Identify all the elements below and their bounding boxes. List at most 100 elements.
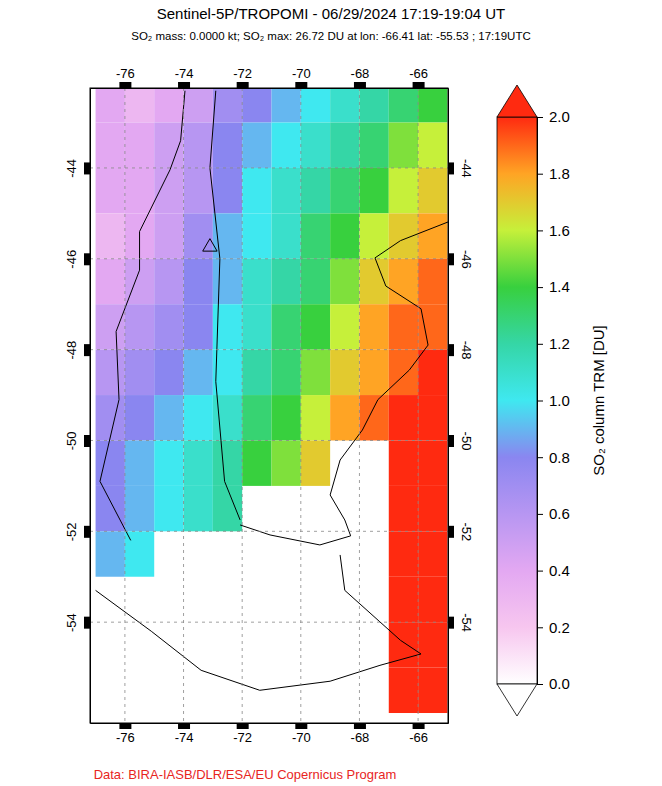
so2-cell <box>330 213 359 258</box>
tick-label: -52 <box>459 522 474 541</box>
tick: -74 <box>175 723 194 745</box>
so2-cell <box>389 668 418 713</box>
so2-cell <box>125 395 154 440</box>
tick-mark <box>537 174 543 175</box>
so2-cell <box>418 668 447 713</box>
so2-cell <box>213 259 242 304</box>
so2-cell <box>330 259 359 304</box>
tick-mark <box>448 253 454 265</box>
colorbar-extend-high <box>497 85 537 117</box>
axis-line <box>90 89 91 724</box>
so2-cell <box>301 440 330 485</box>
so2-cell <box>418 622 447 667</box>
tick-mark <box>537 514 543 515</box>
so2-cell <box>389 531 418 576</box>
tick: 0.8 <box>537 449 570 466</box>
coastline <box>100 91 185 541</box>
so2-cell <box>154 486 183 531</box>
tick-label: -66 <box>409 730 428 745</box>
so2-cell <box>301 168 330 213</box>
so2-cell <box>184 88 213 123</box>
tick-mark <box>537 287 543 288</box>
so2-cell <box>242 259 271 304</box>
so2-cell <box>389 304 418 349</box>
so2-cell <box>301 395 330 440</box>
so2-cell <box>125 88 154 123</box>
volcano-marker <box>203 239 217 251</box>
tick-mark <box>537 344 543 345</box>
so2-cell <box>271 123 300 168</box>
so2-cell <box>184 259 213 304</box>
so2-cell <box>154 213 183 258</box>
so2-cell <box>389 213 418 258</box>
tick-label: 0.8 <box>549 449 570 466</box>
tick-label: -44 <box>64 159 79 178</box>
so2-cell <box>213 350 242 395</box>
tick-mark <box>178 723 190 729</box>
grid-line <box>90 622 448 623</box>
so2-cell <box>125 123 154 168</box>
so2-cell <box>359 395 388 440</box>
tick-label: -74 <box>175 730 194 745</box>
grid-line <box>90 167 448 168</box>
axis: -54-52-50-48-46-44 <box>64 89 90 724</box>
tick: 1.4 <box>537 278 570 295</box>
tick-mark <box>84 344 90 356</box>
tick: -52 <box>448 522 474 541</box>
subtitle: SO₂ mass: 0.0000 kt; SO₂ max: 26.72 DU a… <box>131 30 530 42</box>
so2-cell <box>184 123 213 168</box>
so2-cell <box>154 259 183 304</box>
so2-cell <box>96 304 125 349</box>
so2-cell <box>96 440 125 485</box>
tick-mark <box>448 526 454 538</box>
so2-cell <box>418 531 447 576</box>
credit: Data: BIRA-IASB/DLR/ESA/EU Copernicus Pr… <box>94 767 397 782</box>
so2-cell <box>271 259 300 304</box>
so2-cell <box>330 350 359 395</box>
so2-cell <box>125 168 154 213</box>
tick-label: -74 <box>175 66 194 81</box>
so2-cell <box>389 440 418 485</box>
tick-label: -54 <box>64 613 79 632</box>
tick-label: -76 <box>116 66 135 81</box>
so2-cell <box>418 395 447 440</box>
axis-line <box>91 723 449 724</box>
tick-label: -70 <box>292 730 311 745</box>
tick-mark <box>119 723 131 729</box>
tick: -50 <box>64 432 90 451</box>
so2-cell <box>330 88 359 123</box>
so2-cell <box>154 440 183 485</box>
so2-cell <box>213 88 242 123</box>
so2-cell <box>271 440 300 485</box>
colorbar: 0.00.20.40.60.81.01.21.41.61.82.0SO₂ col… <box>497 85 607 716</box>
tick-mark <box>448 617 454 629</box>
so2-cell <box>418 486 447 531</box>
tick: -70 <box>292 723 311 745</box>
so2-cell <box>125 486 154 531</box>
plot-area <box>96 88 448 713</box>
so2-cell <box>359 350 388 395</box>
so2-cell <box>154 168 183 213</box>
tick-mark <box>537 401 543 402</box>
grid <box>90 88 448 723</box>
so2-cell <box>359 88 388 123</box>
tick: -48 <box>448 341 474 360</box>
tick: -44 <box>64 159 90 178</box>
tick-label: -44 <box>459 159 474 178</box>
so2-cell <box>184 395 213 440</box>
tick-mark <box>84 435 90 447</box>
tick-label: -68 <box>351 730 370 745</box>
cells <box>96 88 448 713</box>
so2-cell <box>125 440 154 485</box>
so2-cell <box>242 440 271 485</box>
coastline <box>240 222 448 545</box>
tick-mark <box>354 82 366 88</box>
tick-label: -70 <box>292 66 311 81</box>
coastline <box>210 91 240 520</box>
grid-line <box>90 440 448 441</box>
so2-cell <box>271 304 300 349</box>
tick-label: -46 <box>64 250 79 269</box>
so2-cell <box>330 304 359 349</box>
so2-cell <box>271 168 300 213</box>
grid-line <box>124 88 125 723</box>
